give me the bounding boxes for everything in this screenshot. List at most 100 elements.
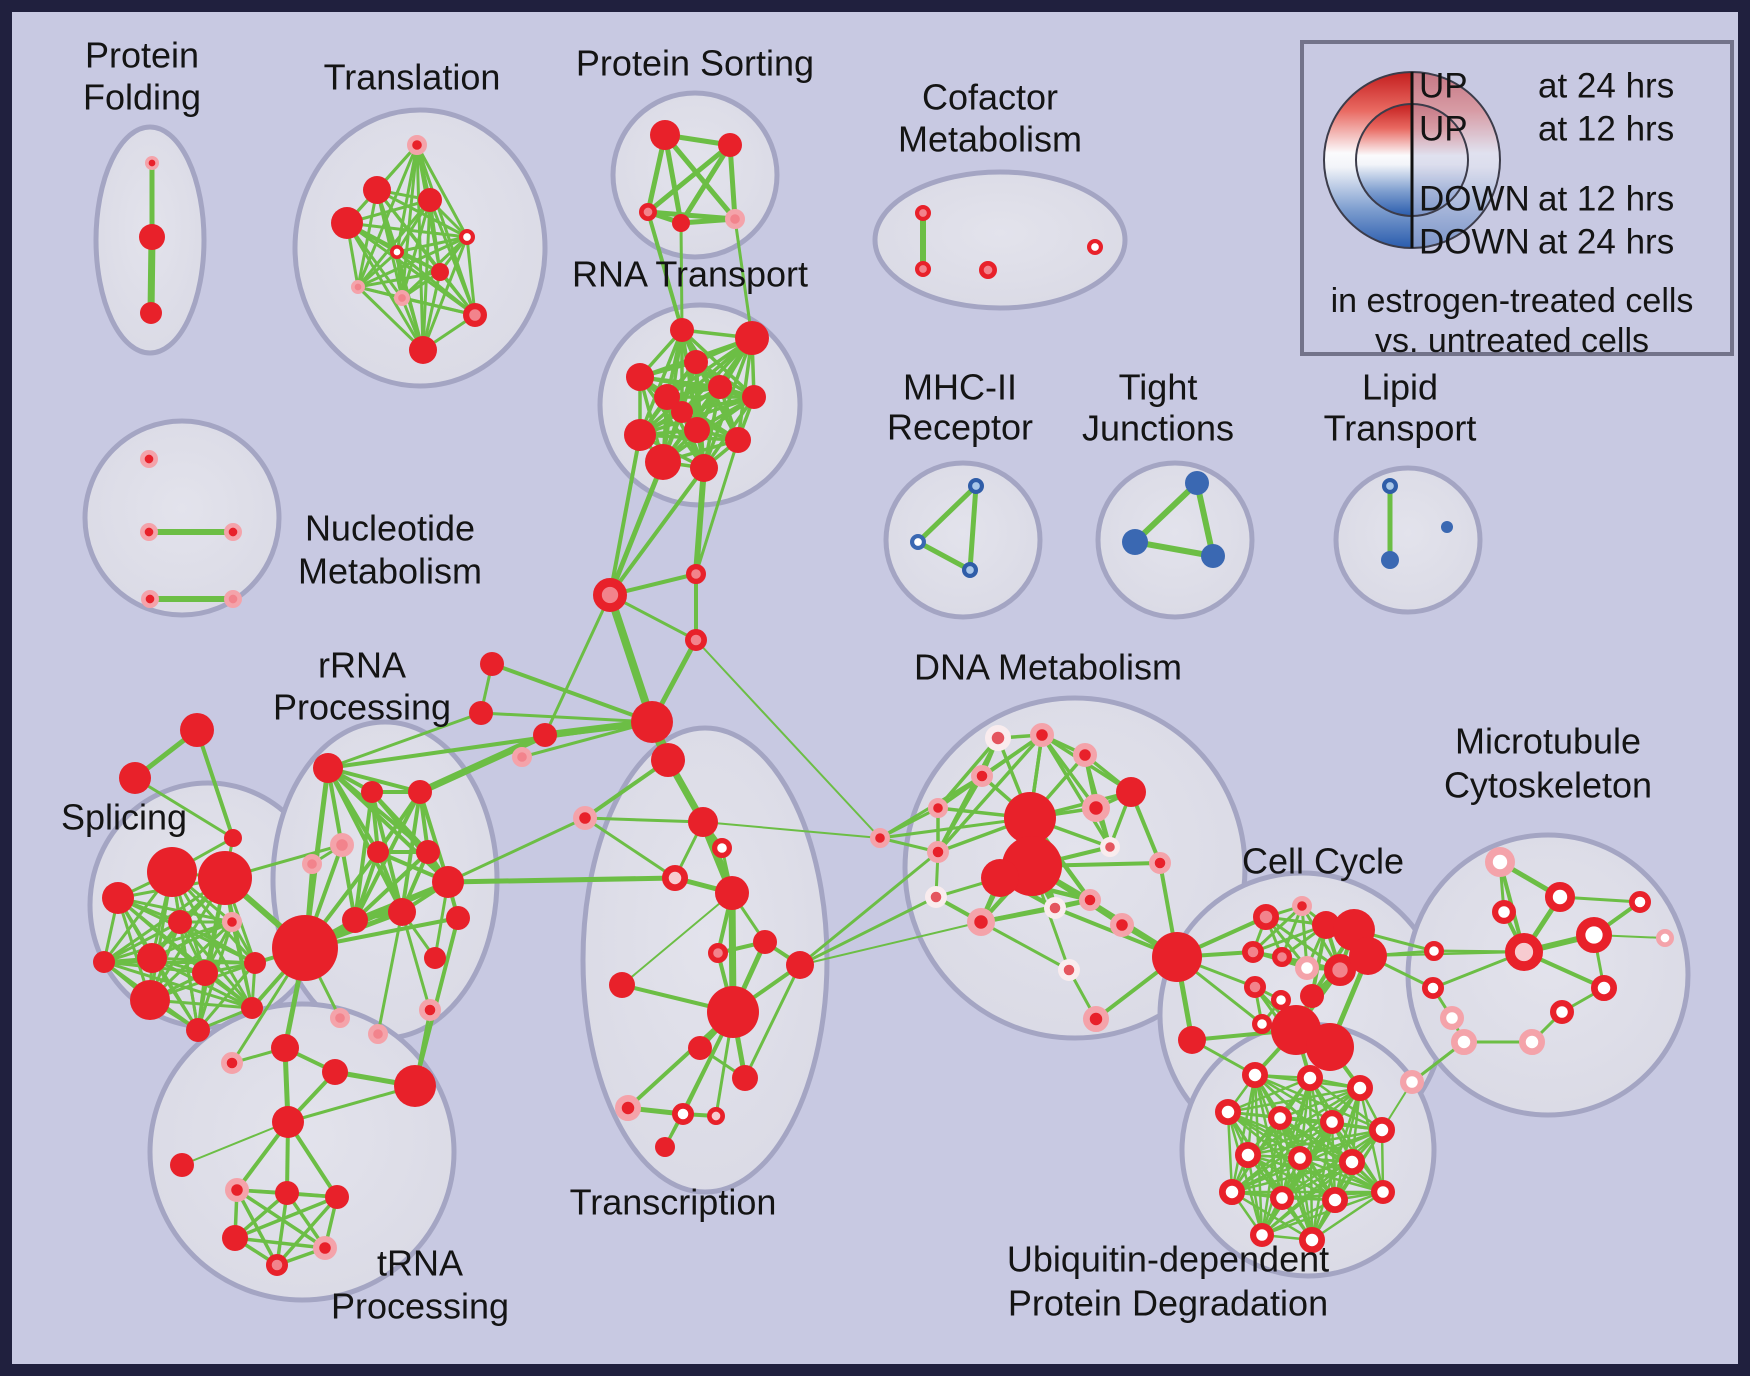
network-edge [1260, 1190, 1385, 1237]
network-node [1545, 882, 1576, 913]
cluster-label-rrna-processing: Processing [273, 687, 451, 728]
network-node [1201, 544, 1225, 568]
network-node [1312, 911, 1340, 939]
network-edge [1226, 1086, 1362, 1114]
node-layer [93, 120, 1674, 1276]
cluster-ellipse-microtubule-cytoskeleton [1405, 832, 1691, 1118]
network-node [241, 997, 263, 1019]
network-edge [345, 221, 469, 239]
cluster-ellipse-nucleotide-metabolism [82, 418, 282, 618]
network-edge [878, 806, 940, 840]
network-edge [621, 892, 733, 986]
network-node [707, 986, 759, 1038]
network-node [331, 207, 363, 239]
cluster-label-ubiquitin-degradation: Ubiquitin-dependent [1007, 1239, 1329, 1280]
network-node [967, 908, 996, 937]
cluster-label-tight-junctions: Tight [1119, 367, 1198, 408]
network-node [684, 350, 708, 374]
network-edge [678, 142, 733, 226]
network-node [1249, 1222, 1274, 1247]
network-node [119, 762, 151, 794]
network-node [970, 764, 993, 787]
network-edge [1226, 1110, 1234, 1194]
network-node [1322, 1187, 1349, 1214]
network-node [1152, 932, 1202, 982]
cluster-label-nucleotide-metabolism: Metabolism [298, 551, 482, 592]
network-node [390, 245, 405, 260]
network-node [672, 214, 690, 232]
network-node [1004, 792, 1056, 844]
network-node [732, 1065, 758, 1091]
network-edge [1230, 1160, 1354, 1194]
network-edge [645, 142, 733, 215]
network-node [329, 832, 354, 857]
legend-direction-label: UP [1419, 109, 1468, 148]
legend-time-label: at 12 hrs [1538, 109, 1674, 148]
network-node [533, 723, 557, 747]
network-edge [727, 142, 738, 222]
network-node [480, 652, 504, 676]
cluster-label-cofactor-metabolism: Metabolism [898, 119, 1082, 160]
network-edge [421, 235, 469, 352]
network-edge [608, 433, 642, 597]
network-edge [1226, 1076, 1312, 1114]
network-edge [370, 790, 450, 884]
cluster-label-dna-metabolism: DNA Metabolism [914, 647, 1182, 688]
network-node [1086, 239, 1103, 256]
network-node [1082, 794, 1111, 823]
network-edge [1280, 1128, 1384, 1200]
network-node [1072, 742, 1097, 767]
network-edge [102, 920, 182, 964]
network-node [924, 885, 947, 908]
network-edge [446, 816, 587, 884]
network-node [1083, 1006, 1110, 1033]
network-node [139, 523, 158, 542]
network-edge [798, 850, 940, 967]
network-node [1439, 1005, 1464, 1030]
network-node [1591, 975, 1618, 1002]
network-node [1215, 1099, 1242, 1126]
network-node [224, 829, 242, 847]
network-node [651, 743, 685, 777]
network-edge [353, 790, 374, 922]
network-node [462, 302, 487, 327]
network-edge [479, 711, 654, 724]
network-node [915, 260, 932, 277]
network-node [684, 628, 707, 651]
network-edge [607, 459, 666, 598]
cluster-label-lipid-transport: Transport [1324, 408, 1477, 449]
network-edge [416, 731, 549, 796]
network-edge [133, 776, 235, 840]
network-node [1451, 1029, 1478, 1056]
legend-direction-label: DOWN [1419, 179, 1530, 218]
cluster-ellipse-mhc-ii-receptor [883, 460, 1043, 620]
network-edge [967, 483, 979, 573]
network-node [715, 876, 749, 910]
network-edge [116, 896, 234, 924]
network-node [432, 866, 464, 898]
cluster-label-translation: Translation [324, 57, 501, 98]
network-node [1271, 946, 1292, 967]
network-node [915, 205, 932, 222]
network-node [1243, 975, 1266, 998]
network-edge [606, 591, 656, 726]
network-node [1491, 899, 1516, 924]
network-node [1122, 529, 1148, 555]
network-node [1369, 1117, 1396, 1144]
network-node [1299, 1227, 1326, 1254]
network-node [926, 840, 949, 863]
network-node [592, 577, 627, 612]
network-edge [646, 210, 684, 332]
network-node [1178, 1026, 1206, 1054]
network-edge [233, 1236, 327, 1250]
network-node [1116, 777, 1146, 807]
network-edge [1246, 1153, 1385, 1194]
network-edge [345, 221, 425, 352]
network-edge [356, 285, 425, 352]
network-node [724, 209, 745, 230]
network-node [130, 980, 170, 1020]
cluster-label-cell-cycle: Cell Cycle [1242, 841, 1404, 882]
network-edge [583, 816, 705, 824]
cluster-label-cofactor-metabolism: Cofactor [922, 77, 1058, 118]
